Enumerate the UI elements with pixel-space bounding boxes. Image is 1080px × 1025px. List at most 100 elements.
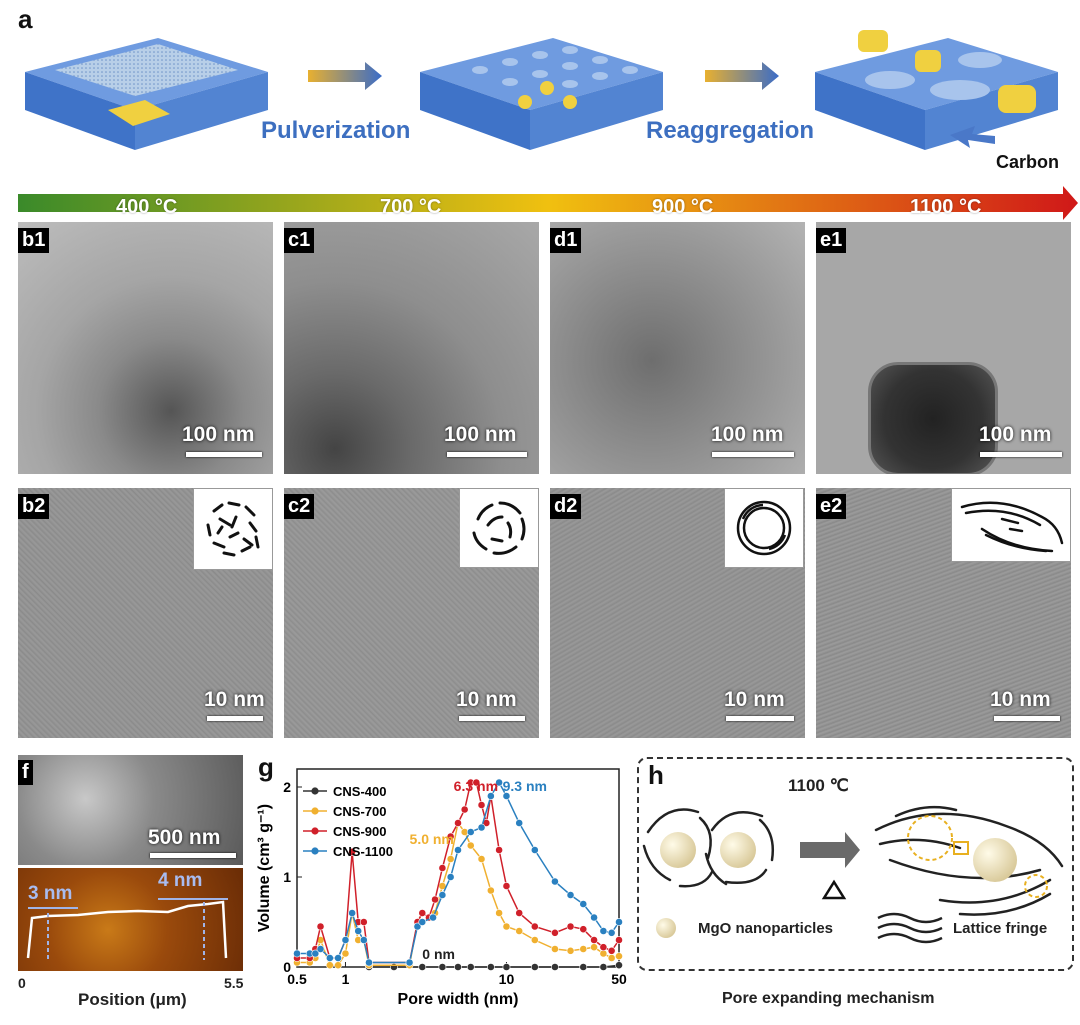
x-tick-label: 10 bbox=[499, 971, 515, 987]
x-tick-label: 0.5 bbox=[287, 971, 307, 987]
annotation-6.3nm: 6.3 nm bbox=[454, 778, 498, 794]
legend-marker bbox=[311, 787, 319, 795]
tem-image-c1 bbox=[284, 222, 539, 474]
data-point bbox=[429, 913, 437, 922]
afm-x-start: 0 bbox=[18, 975, 26, 991]
data-point bbox=[530, 922, 539, 931]
data-point bbox=[472, 778, 481, 787]
data-point bbox=[438, 891, 447, 899]
data-point bbox=[418, 963, 427, 971]
data-point bbox=[438, 963, 447, 971]
data-point bbox=[325, 954, 334, 962]
data-point bbox=[466, 963, 475, 971]
data-point bbox=[446, 855, 455, 863]
scalebar-c2 bbox=[459, 716, 525, 721]
panel-label-g: g bbox=[258, 752, 274, 782]
data-point bbox=[551, 928, 559, 937]
fringe-inset-c2 bbox=[459, 488, 539, 568]
afm-height-label-2: 4 nm bbox=[158, 870, 203, 891]
legend-marker bbox=[311, 807, 319, 815]
data-point bbox=[460, 805, 469, 814]
x-axis-label: Pore width (nm) bbox=[398, 991, 519, 1008]
data-point bbox=[607, 954, 616, 962]
mechanism-temp: 1100 ℃ bbox=[788, 776, 849, 795]
annotation-0nm: 0 nm bbox=[422, 946, 455, 962]
pore-size-chart: 0.5 1 10 50 0 1 2 Pore width (nm) Volume (cm³ g⁻… bbox=[256, 768, 627, 1008]
carbon-label: Carbon bbox=[996, 152, 1059, 172]
annotation-9.3nm: 9.3 nm bbox=[503, 778, 547, 794]
legend-marker bbox=[311, 827, 319, 835]
reaggregation-label: Reaggregation bbox=[646, 117, 815, 144]
sem-image bbox=[18, 755, 243, 865]
data-point bbox=[466, 828, 475, 836]
afm-image bbox=[18, 868, 243, 971]
arrow-icon bbox=[800, 832, 860, 868]
y-axis-label: Volume (cm³ g⁻¹) bbox=[256, 804, 273, 932]
data-point bbox=[486, 792, 495, 800]
scalebar-d1 bbox=[712, 452, 794, 457]
fringe-inset-d2 bbox=[724, 488, 804, 568]
data-point bbox=[579, 945, 588, 953]
scalebar-label-d1: 100 nm bbox=[711, 423, 784, 446]
data-point bbox=[590, 936, 598, 944]
data-point bbox=[446, 832, 455, 841]
panel-label-b2: b2 bbox=[18, 494, 50, 519]
data-point bbox=[446, 873, 455, 881]
x-tick-label: 1 bbox=[342, 971, 350, 987]
data-point bbox=[599, 963, 608, 971]
data-point bbox=[515, 909, 524, 917]
panel-label-d2: d2 bbox=[550, 494, 582, 519]
data-point bbox=[359, 936, 368, 944]
data-point bbox=[530, 846, 539, 854]
mechanism-box bbox=[637, 757, 1074, 971]
legend-entry: CNS-900 bbox=[333, 824, 386, 839]
panel-label-c2: c2 bbox=[284, 494, 315, 519]
carbon-slab-2 bbox=[420, 38, 663, 150]
legend-mgo: MgO nanoparticles bbox=[698, 920, 834, 937]
fringe-inset-e2 bbox=[951, 488, 1071, 562]
data-point bbox=[311, 949, 320, 958]
data-point bbox=[325, 961, 334, 970]
temp-700: 700 °C bbox=[380, 196, 442, 218]
data-point bbox=[599, 927, 608, 935]
data-point bbox=[293, 949, 301, 958]
data-point bbox=[348, 847, 357, 856]
data-point bbox=[486, 963, 495, 971]
data-point bbox=[334, 961, 342, 970]
y-tick-label: 0 bbox=[283, 959, 291, 975]
data-point bbox=[615, 952, 623, 961]
data-point bbox=[515, 819, 524, 827]
legend-entry: CNS-700 bbox=[333, 804, 386, 819]
panel-label-b1: b1 bbox=[18, 228, 50, 253]
data-point bbox=[316, 922, 325, 931]
data-point bbox=[354, 927, 363, 935]
data-point bbox=[551, 963, 559, 971]
data-point bbox=[477, 855, 486, 863]
data-point bbox=[599, 943, 608, 952]
data-point bbox=[477, 823, 486, 832]
data-point bbox=[566, 946, 575, 955]
data-point bbox=[502, 922, 511, 931]
data-point bbox=[566, 922, 575, 931]
data-point bbox=[502, 882, 511, 890]
data-point bbox=[530, 936, 539, 944]
legend-fringe: Lattice fringe bbox=[953, 920, 1048, 937]
data-point bbox=[579, 900, 588, 908]
data-point bbox=[316, 945, 325, 953]
panel-label-e1: e1 bbox=[816, 228, 847, 253]
arrow-icon bbox=[308, 62, 382, 90]
data-point bbox=[348, 909, 357, 917]
scalebar-label-sem: 500 nm bbox=[148, 826, 221, 849]
data-point bbox=[615, 936, 623, 944]
data-point bbox=[579, 963, 588, 971]
data-point bbox=[413, 922, 422, 931]
data-point bbox=[579, 925, 588, 934]
data-point bbox=[502, 963, 511, 971]
tem-image-e1 bbox=[816, 222, 1071, 474]
x-tick-label: 50 bbox=[611, 971, 627, 987]
fringe-inset-b2 bbox=[193, 488, 273, 570]
data-point bbox=[515, 927, 524, 935]
afm-x-label: Position (μm) bbox=[78, 990, 187, 1009]
arrow-icon bbox=[705, 62, 779, 90]
data-point bbox=[486, 886, 495, 895]
